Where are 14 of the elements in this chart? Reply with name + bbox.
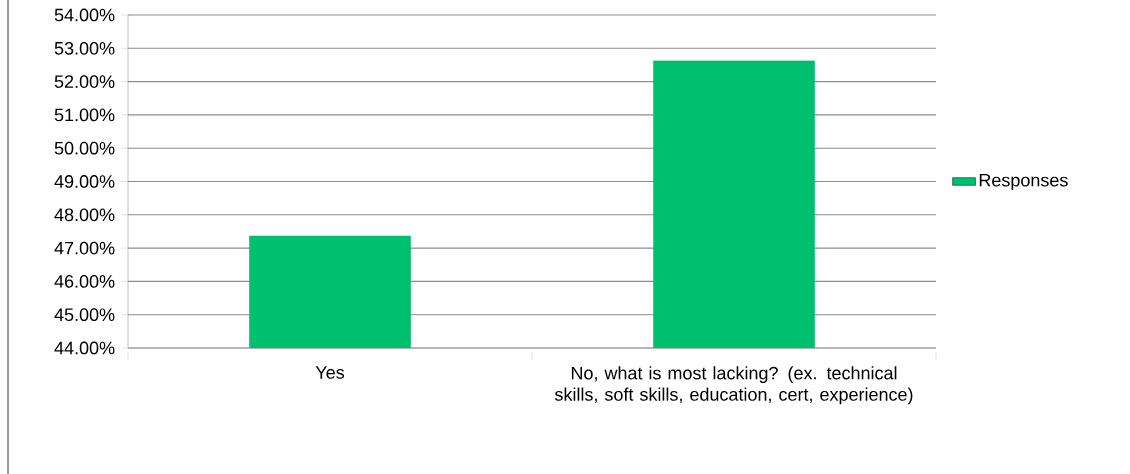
- y-tick-label: 52.00%: [54, 75, 115, 88]
- y-tick-label: 48.00%: [54, 208, 115, 222]
- y-tick-label: 54.00%: [54, 8, 115, 22]
- y-tick-label: 49.00%: [54, 175, 115, 188]
- y-tick-label: 51.00%: [54, 108, 115, 122]
- y-tick-label: 50.00%: [54, 141, 115, 155]
- x-tick-label: Yes: [315, 366, 345, 379]
- y-tick-label: 46.00%: [54, 275, 115, 288]
- legend-label: Responses: [979, 173, 1068, 191]
- y-tick-label: 53.00%: [54, 41, 115, 55]
- x-tick-label: No, what is most lacking? (ex. technical skills, soft skills, education, cert, experience): [554, 366, 913, 405]
- y-tick-label: 47.00%: [54, 241, 115, 255]
- y-tick-label: 44.00%: [54, 341, 115, 355]
- y-tick-label: 45.00%: [54, 308, 115, 322]
